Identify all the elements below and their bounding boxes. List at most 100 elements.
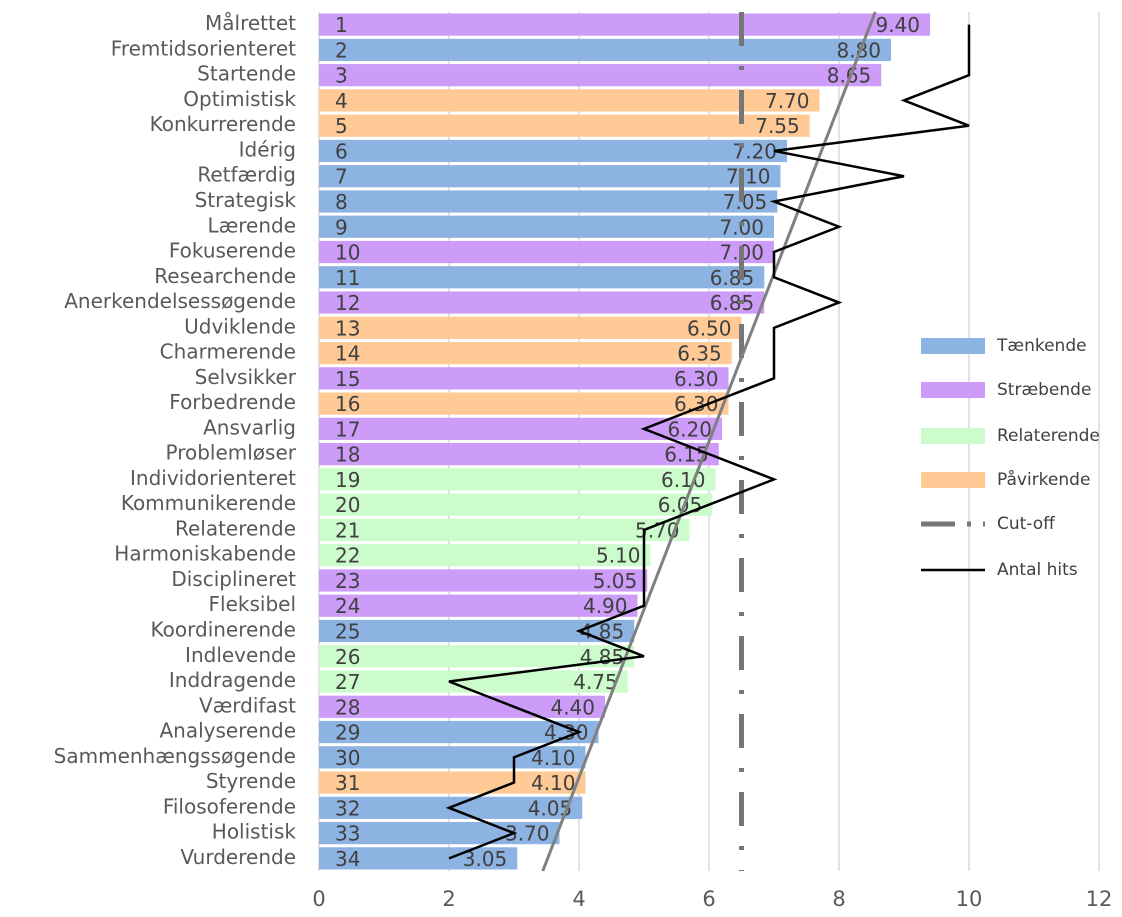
y-tick-label: Udviklende bbox=[184, 314, 296, 338]
value-label: 8.80 bbox=[836, 38, 881, 62]
legend-swatch bbox=[921, 382, 985, 398]
rank-label: 28 bbox=[335, 695, 360, 719]
y-tick-label: Lærende bbox=[207, 213, 296, 237]
value-label: 6.85 bbox=[710, 266, 755, 290]
bar bbox=[319, 240, 774, 264]
bar bbox=[319, 544, 651, 567]
bar bbox=[319, 569, 648, 592]
y-tick-label: Charmerende bbox=[160, 340, 296, 364]
rank-label: 10 bbox=[335, 241, 360, 265]
value-label: 4.10 bbox=[531, 771, 576, 795]
rank-label: 3 bbox=[335, 64, 348, 88]
y-tick-label: Analyserende bbox=[160, 719, 297, 743]
bar bbox=[319, 215, 774, 238]
x-tick-label: 10 bbox=[956, 887, 983, 911]
rank-label: 14 bbox=[335, 342, 360, 366]
rank-label: 24 bbox=[335, 594, 360, 618]
legend-swatch bbox=[921, 338, 985, 354]
x-tick-label: 4 bbox=[572, 887, 585, 911]
y-tick-label: Sammenhængssøgende bbox=[54, 744, 296, 768]
rank-label: 7 bbox=[335, 165, 348, 189]
y-tick-label: Konkurrerende bbox=[150, 112, 296, 136]
rank-label: 20 bbox=[335, 493, 360, 517]
value-label: 7.55 bbox=[755, 114, 800, 138]
y-tick-label: Kommunikerende bbox=[121, 491, 296, 515]
bar bbox=[319, 38, 891, 62]
bar bbox=[319, 316, 742, 339]
bar bbox=[319, 746, 586, 769]
hits-line bbox=[445, 24, 971, 860]
legend-label: Tænkende bbox=[996, 336, 1087, 356]
rank-label: 16 bbox=[335, 392, 360, 416]
rank-label: 26 bbox=[335, 645, 360, 669]
rank-label: 13 bbox=[335, 316, 360, 340]
value-label: 4.10 bbox=[531, 746, 576, 770]
bar bbox=[319, 468, 716, 491]
rank-label: 12 bbox=[335, 291, 360, 315]
x-tick-label: 2 bbox=[442, 887, 455, 911]
bar bbox=[319, 139, 787, 163]
y-tick-label: Retfærdig bbox=[197, 163, 296, 187]
x-tick-label: 0 bbox=[312, 887, 325, 911]
x-tick-label: 6 bbox=[702, 887, 715, 911]
y-tick-label: Holistisk bbox=[212, 820, 297, 844]
value-label: 6.85 bbox=[710, 291, 755, 315]
x-tick-label: 12 bbox=[1086, 887, 1113, 911]
bar bbox=[319, 165, 781, 188]
y-tick-label: Individorienteret bbox=[130, 466, 296, 490]
rank-label: 19 bbox=[335, 468, 360, 492]
y-tick-label: Inddragende bbox=[169, 668, 296, 692]
rank-label: 32 bbox=[335, 796, 360, 820]
bar bbox=[319, 341, 732, 365]
value-label: 4.30 bbox=[544, 721, 589, 745]
value-label: 7.70 bbox=[765, 89, 810, 113]
bar bbox=[319, 392, 729, 415]
bar bbox=[319, 720, 599, 744]
bar bbox=[319, 771, 586, 794]
value-label: 6.20 bbox=[667, 417, 712, 441]
rank-label: 11 bbox=[335, 266, 360, 290]
rank-label: 1 bbox=[335, 13, 348, 37]
bar bbox=[319, 594, 638, 617]
y-tick-label: Strategisk bbox=[195, 188, 297, 212]
y-tick-label: Værdifast bbox=[199, 693, 296, 717]
trendline bbox=[541, 11, 877, 872]
bar bbox=[319, 695, 605, 718]
bar bbox=[319, 645, 635, 668]
rank-label: 33 bbox=[335, 822, 360, 846]
value-label: 9.40 bbox=[875, 13, 920, 37]
y-tick-label: Filosoferende bbox=[163, 794, 296, 818]
y-tick-label: Optimistisk bbox=[183, 87, 296, 111]
y-tick-label: Fokuserende bbox=[169, 239, 296, 263]
rank-label: 21 bbox=[335, 518, 360, 542]
legend-label: Påvirkende bbox=[997, 469, 1090, 490]
rank-label: 30 bbox=[335, 746, 360, 770]
legend-label: Relaterende bbox=[997, 426, 1100, 446]
bar bbox=[319, 64, 882, 87]
rank-label: 8 bbox=[335, 190, 348, 214]
rank-label: 2 bbox=[335, 38, 348, 62]
rank-label: 34 bbox=[335, 847, 360, 871]
rank-label: 18 bbox=[335, 443, 360, 467]
bar bbox=[319, 847, 518, 870]
legend-label: Stræbende bbox=[997, 380, 1091, 400]
y-tick-label: Ansvarlig bbox=[203, 415, 296, 439]
value-label: 7.00 bbox=[719, 215, 764, 239]
y-tick-label: Disciplineret bbox=[171, 567, 296, 591]
y-tick-label: Anerkendelsessøgende bbox=[64, 289, 296, 313]
bar bbox=[319, 89, 820, 112]
value-label: 7.20 bbox=[732, 139, 777, 163]
y-tick-label: Fleksibel bbox=[209, 592, 296, 616]
value-label: 6.30 bbox=[674, 367, 719, 391]
value-label: 4.40 bbox=[550, 695, 595, 719]
value-label: 4.85 bbox=[580, 645, 625, 669]
y-tick-label: Styrende bbox=[206, 769, 296, 793]
bar bbox=[319, 13, 930, 36]
y-tick-label: Startende bbox=[197, 62, 296, 86]
y-tick-label: Idérig bbox=[239, 137, 296, 161]
rank-label: 25 bbox=[335, 619, 360, 643]
rank-label: 27 bbox=[335, 670, 360, 694]
value-label: 4.75 bbox=[573, 670, 618, 694]
y-tick-label: Koordinerende bbox=[151, 617, 296, 641]
